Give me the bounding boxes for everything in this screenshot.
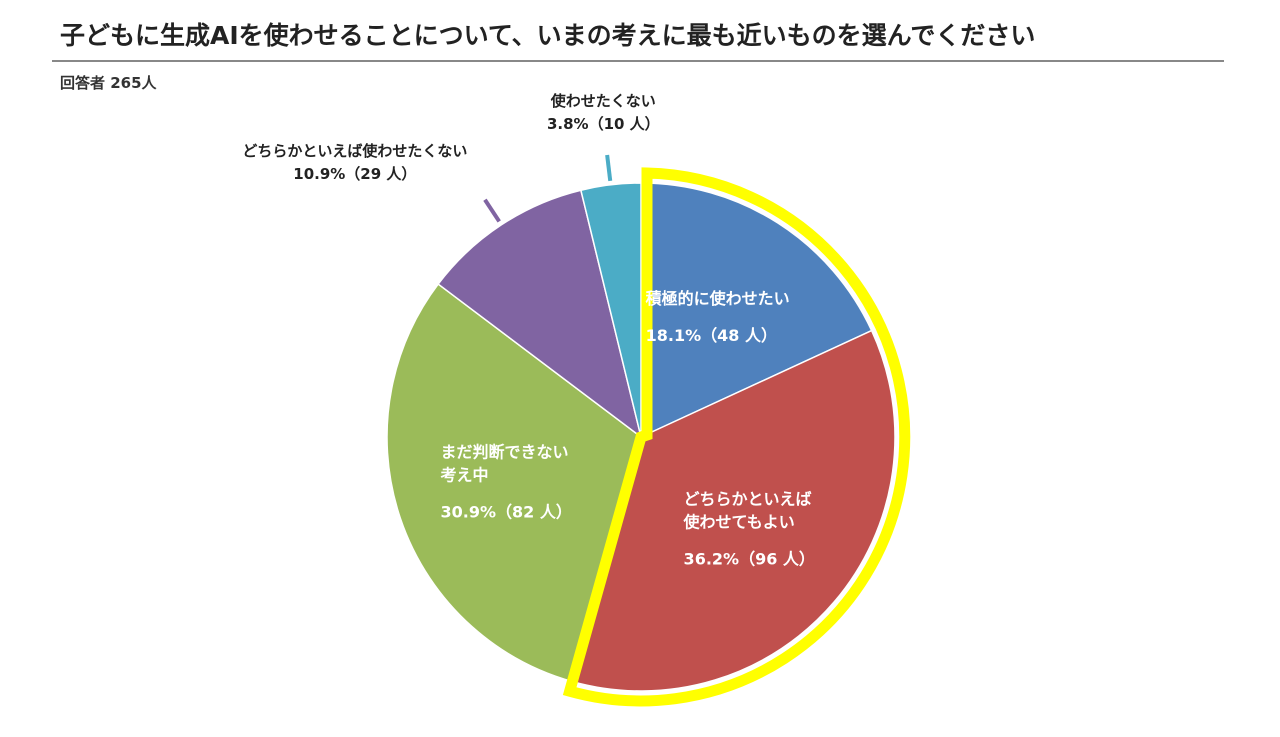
value-label: 3.8%（10 人） [546,115,660,134]
value-label: 30.9%（82 人） [440,502,572,522]
category-label: どちらかといえば使わせたくない [242,141,468,160]
slice-label: どちらかといえば使わせたくない 10.9%（29 人） [242,140,467,186]
category-label: 使わせたくない [550,92,656,111]
slice-label: どちらかといえば 使わせてもよい 36.2%（96 人） [684,488,815,571]
value-label: 36.2%（96 人） [683,549,815,569]
category-label: 積極的に使わせたい [645,289,790,309]
slice-label: 使わせたくない 3.8%（10 人） [547,90,660,136]
value-label: 10.9%（29 人） [293,164,417,183]
value-label: 18.1%（48 人） [645,326,778,346]
leader-line [605,154,613,182]
category-label: まだ判断できない 考え中 [440,442,569,485]
pie-slice [437,189,643,439]
slice-label: まだ判断できない 考え中 30.9%（82 人） [441,441,572,524]
category-label: どちらかといえば 使わせてもよい [683,489,812,532]
chart-title: 子どもに生成AIを使わせることについて、いまの考えに最も近いものを選んでください [60,21,1036,50]
leader-line [483,198,501,223]
pie-slice [640,182,873,439]
slice-label: 積極的に使わせたい 18.1%（48 人） [646,287,790,347]
title-rule [52,60,1224,62]
pie-slice [571,329,896,692]
pie-slice [386,282,642,683]
highlight-outline [562,167,911,707]
pie-slice [579,182,642,438]
chart-subtitle: 回答者 265人 [60,74,157,92]
